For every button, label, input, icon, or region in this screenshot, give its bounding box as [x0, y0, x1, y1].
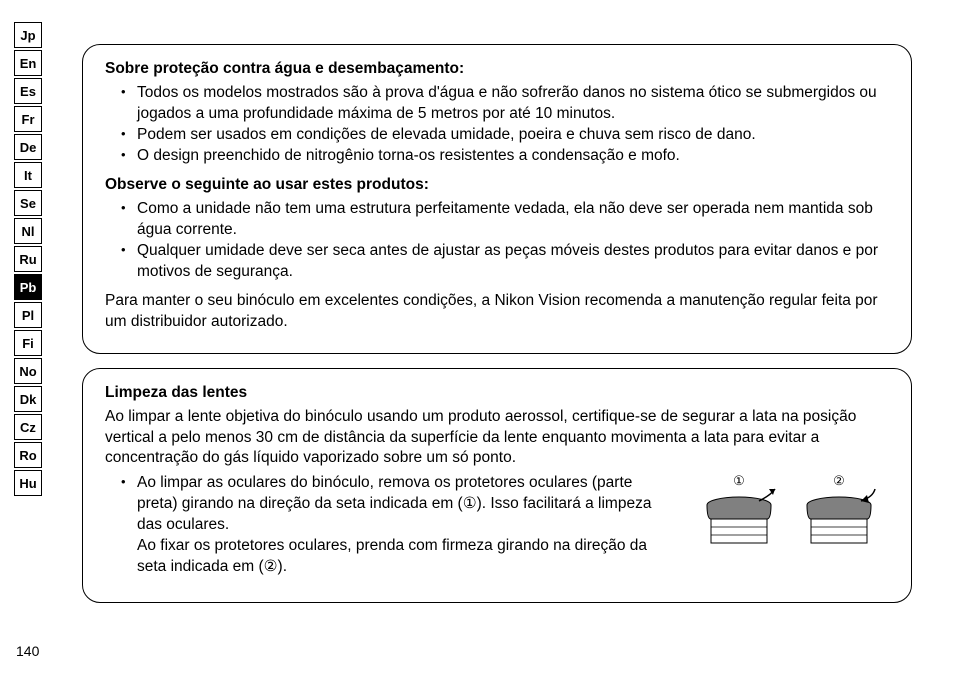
lang-tab-de[interactable]: De	[14, 134, 42, 160]
lang-tab-jp[interactable]: Jp	[14, 22, 42, 48]
heading-waterproof: Sobre proteção contra água e desembaçame…	[105, 59, 889, 79]
lang-tab-es[interactable]: Es	[14, 78, 42, 104]
bullet-item: Podem ser usados em condições de elevada…	[125, 125, 889, 146]
lang-tab-nl[interactable]: Nl	[14, 218, 42, 244]
lang-tab-hu[interactable]: Hu	[14, 470, 42, 496]
bullets-observe: Como a unidade não tem uma estrutura per…	[105, 199, 889, 283]
lang-tab-pb[interactable]: Pb	[14, 274, 42, 300]
cleaning-intro: Ao limpar a lente objetiva do binóculo u…	[105, 407, 889, 470]
lang-tab-en[interactable]: En	[14, 50, 42, 76]
lang-tab-pl[interactable]: Pl	[14, 302, 42, 328]
bullet-item: Como a unidade não tem uma estrutura per…	[125, 199, 889, 241]
lang-tab-cz[interactable]: Cz	[14, 414, 42, 440]
lang-tab-fr[interactable]: Fr	[14, 106, 42, 132]
lang-tab-no[interactable]: No	[14, 358, 42, 384]
bullet-item: O design preenchido de nitrogênio torna-…	[125, 146, 889, 167]
lang-tab-ro[interactable]: Ro	[14, 442, 42, 468]
lang-tab-fi[interactable]: Fi	[14, 330, 42, 356]
box-waterproof: Sobre proteção contra água e desembaçame…	[82, 44, 912, 354]
bullet-item: Todos os modelos mostrados são à prova d…	[125, 83, 889, 125]
language-tabs: JpEnEsFrDeItSeNlRuPbPlFiNoDkCzRoHu	[14, 22, 42, 496]
bullet-item: Qualquer umidade deve ser seca antes de …	[125, 241, 889, 283]
page-content: Sobre proteção contra água e desembaçame…	[82, 44, 912, 617]
eyecup-left	[707, 489, 775, 543]
heading-cleaning: Limpeza das lentes	[105, 383, 889, 403]
eyecup-right	[807, 489, 875, 543]
box-cleaning: Limpeza das lentes Ao limpar a lente obj…	[82, 368, 912, 604]
heading-observe: Observe o seguinte ao usar estes produto…	[105, 175, 889, 195]
lang-tab-ru[interactable]: Ru	[14, 246, 42, 272]
lang-tab-it[interactable]: It	[14, 162, 42, 188]
page-number: 140	[16, 643, 39, 659]
footer-maintenance: Para manter o seu binóculo em excelentes…	[105, 291, 889, 333]
bullets-waterproof: Todos os modelos mostrados são à prova d…	[105, 83, 889, 167]
fig-label-2: ②	[833, 473, 845, 488]
lang-tab-se[interactable]: Se	[14, 190, 42, 216]
bullets-cleaning: Ao limpar as oculares do binóculo, remov…	[105, 473, 677, 578]
fig-label-1: ①	[733, 473, 745, 488]
cleaning-bullet: Ao limpar as oculares do binóculo, remov…	[125, 473, 677, 578]
eyecup-figure: ① ②	[689, 471, 889, 576]
lang-tab-dk[interactable]: Dk	[14, 386, 42, 412]
